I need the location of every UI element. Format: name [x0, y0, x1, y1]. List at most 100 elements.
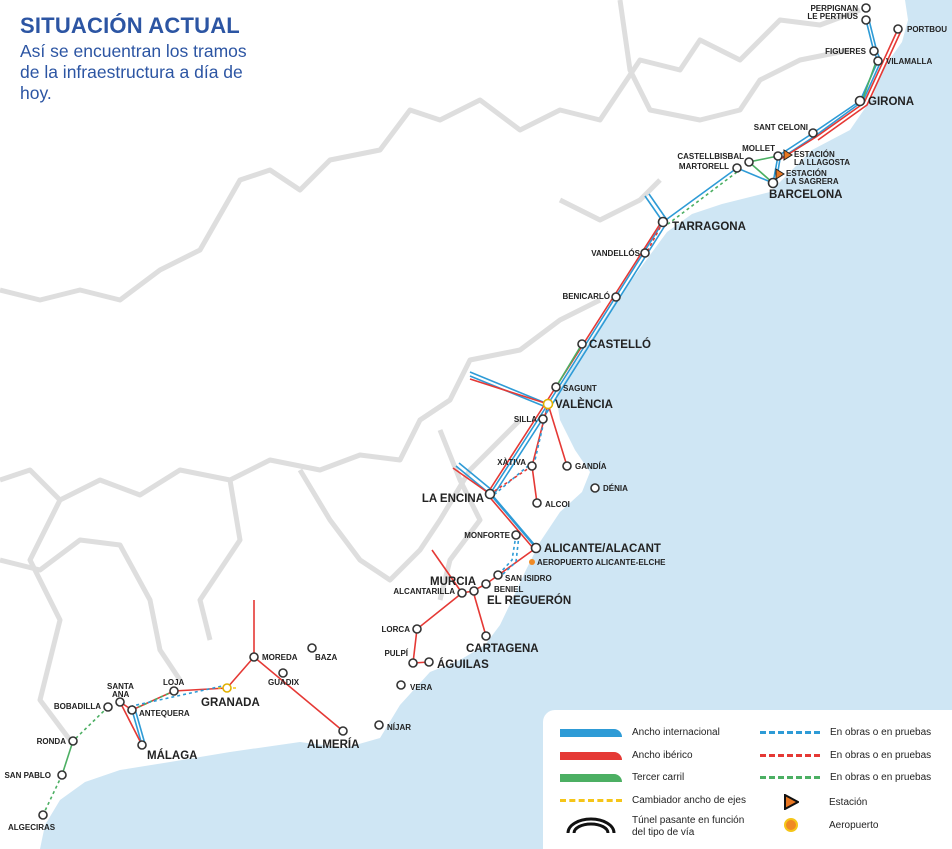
station-vandellos[interactable]	[640, 248, 650, 258]
station-almeria[interactable]	[338, 726, 348, 736]
station-vera[interactable]	[396, 680, 406, 690]
label-baza: BAZA	[315, 653, 337, 662]
label-estacion-sagrera: ESTACIÓN	[786, 169, 827, 178]
legend-label: Cambiador ancho de ejes	[632, 795, 746, 806]
station-ronda[interactable]	[68, 736, 78, 746]
label-lorca: LORCA	[382, 625, 411, 634]
station-barcelona[interactable]	[767, 177, 779, 189]
label-almeria: ALMERÍA	[307, 738, 359, 751]
works-green-swatch	[760, 776, 820, 779]
airport-icon	[529, 559, 535, 565]
label-antequera: ANTEQUERA	[139, 709, 190, 718]
station-aguilas[interactable]	[424, 657, 434, 667]
legend-label: Estación	[829, 796, 868, 808]
station-valencia[interactable]	[542, 398, 554, 410]
station-castello[interactable]	[577, 339, 587, 349]
page-subtitle: Así se encuentran los tramos de la infra…	[20, 41, 247, 103]
label-estacion-llagosta: ESTACIÓN	[794, 150, 835, 159]
station-alcantarilla[interactable]	[457, 588, 467, 598]
label-airport-alicante-elche: AEROPUERTO ALICANTE-ELCHE	[537, 558, 666, 567]
station-granada[interactable]	[222, 683, 232, 693]
station-bobadilla[interactable]	[103, 702, 113, 712]
legend-item-third-rail: Tercer carril	[560, 772, 684, 783]
label-barcelona: BARCELONA	[769, 189, 842, 201]
station-tarragona[interactable]	[657, 216, 669, 228]
station-pulpi[interactable]	[408, 658, 418, 668]
label-silla: SILLA	[514, 415, 537, 424]
label-loja: LOJA	[163, 678, 185, 687]
station-moreda[interactable]	[249, 652, 259, 662]
station-portbou[interactable]	[893, 24, 903, 34]
legend-item-works-red: En obras o en pruebas	[760, 750, 931, 761]
station-perpignan[interactable]	[861, 3, 871, 13]
label-castello: CASTELLÓ	[589, 338, 651, 351]
label-algeciras: ALGECIRAS	[8, 823, 56, 832]
station-le-perthus[interactable]	[861, 15, 871, 25]
station-gandia[interactable]	[562, 461, 572, 471]
label-vandellos: VANDELLÓS	[591, 249, 640, 258]
label-guadix: GUADIX	[268, 678, 300, 687]
gauge-changer-swatch	[560, 799, 622, 802]
legend-item-iberian: Ancho ibérico	[560, 750, 693, 761]
station-mollet[interactable]	[773, 151, 783, 161]
station-xativa[interactable]	[527, 461, 537, 471]
label-girona: GIRONA	[868, 96, 914, 108]
station-la-encina[interactable]	[484, 488, 496, 500]
label-beniel: BENIEL	[494, 585, 523, 594]
label-la-encina: LA ENCINA	[422, 493, 484, 505]
station-lorca[interactable]	[412, 624, 422, 634]
label-bobadilla: BOBADILLA	[54, 702, 101, 711]
station-baza[interactable]	[307, 643, 317, 653]
label-portbou: PORTBOU	[907, 25, 947, 34]
stations: PERPIGNAN LE PERTHUS PORTBOU FIGUERES VI…	[4, 3, 947, 832]
station-alicante[interactable]	[530, 542, 542, 554]
station-san-isidro[interactable]	[493, 570, 503, 580]
station-beniel[interactable]	[481, 579, 491, 589]
label-malaga: MÁLAGA	[147, 749, 197, 762]
station-martorell[interactable]	[732, 163, 742, 173]
station-sagunt[interactable]	[551, 382, 561, 392]
international-swatch	[560, 728, 622, 737]
label-gandia: GANDÍA	[575, 462, 607, 471]
station-denia[interactable]	[590, 483, 600, 493]
label-nijar: NÍJAR	[387, 723, 411, 732]
station-figueres[interactable]	[869, 46, 879, 56]
station-antequera[interactable]	[127, 705, 137, 715]
station-monforte[interactable]	[511, 530, 521, 540]
label-monforte: MONFORTE	[464, 531, 510, 540]
station-nijar[interactable]	[374, 720, 384, 730]
label-valencia: VALÈNCIA	[555, 398, 613, 411]
label-le-perthus: LE PERTHUS	[807, 12, 858, 21]
legend-item-tunnel: Túnel pasante en función del tipo de vía	[560, 815, 744, 839]
legend-label: En obras o en pruebas	[830, 727, 932, 738]
station-sant-celoni[interactable]	[808, 128, 818, 138]
station-girona[interactable]	[854, 95, 866, 107]
station-san-pablo[interactable]	[57, 770, 67, 780]
label-alcoi: ALCOI	[545, 500, 570, 509]
station-benicarlo[interactable]	[611, 292, 621, 302]
station-malaga[interactable]	[137, 740, 147, 750]
station-triangle-icon	[783, 149, 793, 161]
station-algeciras[interactable]	[38, 810, 48, 820]
station-cartagena[interactable]	[481, 631, 491, 641]
label-benicarlo: BENICARLÓ	[562, 292, 610, 301]
region-borders	[0, 0, 861, 742]
station-loja[interactable]	[169, 686, 179, 696]
legend-label: Tercer carril	[632, 772, 685, 783]
label-perpignan: PERPIGNAN	[810, 4, 858, 13]
station-murcia[interactable]	[469, 586, 479, 596]
label-san-isidro: SAN ISIDRO	[505, 574, 552, 583]
label-mollet: MOLLET	[742, 144, 775, 153]
station-santa-ana[interactable]	[115, 697, 125, 707]
station-triangle-icon	[775, 168, 785, 180]
station-guadix[interactable]	[278, 668, 288, 678]
station-silla[interactable]	[538, 414, 548, 424]
station-castellbisbal[interactable]	[744, 157, 754, 167]
label-la-llagosta: LA LLAGOSTA	[794, 158, 850, 167]
label-san-pablo: SAN PABLO	[4, 771, 51, 780]
station-vilamalla[interactable]	[873, 56, 883, 66]
station-alcoi[interactable]	[532, 498, 542, 508]
title-block: SITUACIÓN ACTUAL Así se encuentran los t…	[20, 13, 260, 104]
